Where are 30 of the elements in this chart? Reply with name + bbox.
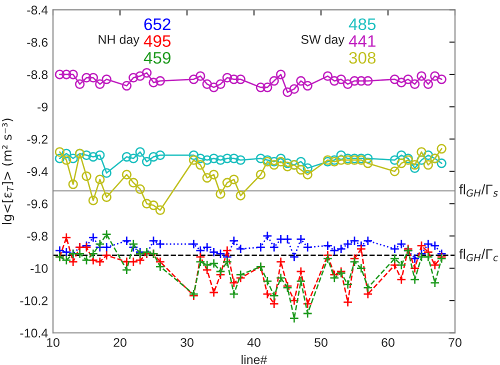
annotation: SW day <box>301 34 344 46</box>
text: 308 <box>349 52 376 64</box>
x-tick-label: 20 <box>114 338 126 347</box>
y-tick-label: -9.8 <box>27 232 48 241</box>
y-tick-label: -9 <box>38 102 48 112</box>
series-label: 441 <box>348 35 376 47</box>
text: 485 <box>348 18 376 30</box>
x-tick-label: 30 <box>180 338 194 347</box>
y-tick-label: -10.2 <box>20 296 48 306</box>
y-tick-label: -9.6 <box>27 199 48 208</box>
y-tick-label: -8.4 <box>27 6 48 15</box>
text: 459 <box>144 52 170 64</box>
y-axis-title: lg<[ε$_{T}$]> (m² s⁻³) <box>2 118 14 224</box>
y-tick-label: -8.6 <box>27 38 48 47</box>
x-axis-title: line# <box>242 354 268 364</box>
x-tick-label: 10 <box>47 338 60 347</box>
x-tick-label: 70 <box>448 338 462 347</box>
annotation: NH day <box>98 34 140 46</box>
ref-line-label: fl$_{GH}$/Γ$_{c}$ <box>459 248 498 262</box>
y-tick-label: -9.4 <box>27 167 48 176</box>
x-tick-label: 60 <box>382 338 394 347</box>
text: 652 <box>144 18 170 30</box>
x-tick-label: 40 <box>247 338 260 347</box>
y-tick-label: -8.8 <box>27 70 48 80</box>
text: 495 <box>144 35 171 47</box>
y-tick-label: -10 <box>30 264 48 273</box>
ref-line-label: fl$_{GH}$/Γ$_{s}$ <box>459 184 498 197</box>
y-tick-label: -9.2 <box>27 134 48 144</box>
y-tick-label: -10.4 <box>20 328 48 338</box>
x-tick-label: 50 <box>314 338 328 347</box>
